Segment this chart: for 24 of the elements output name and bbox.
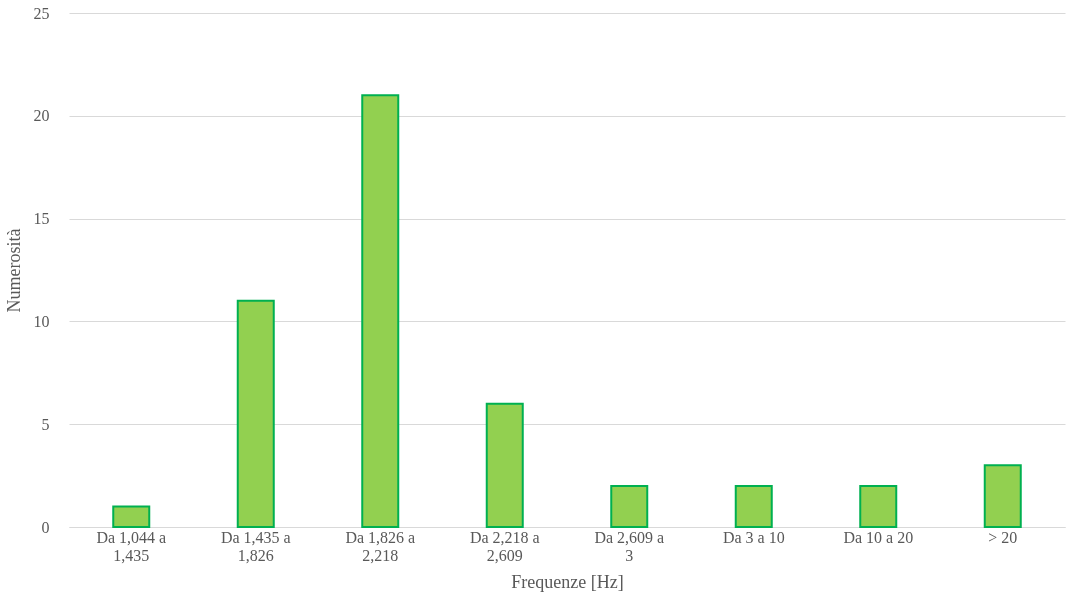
bar [859,484,898,528]
bar [485,402,524,528]
x-tick-label: Da 1,044 a 1,435 [96,528,167,564]
bar [112,505,151,528]
x-tick-label: Da 2,218 a 2,609 [469,528,540,564]
y-axis-title: Numerosità [3,228,24,313]
bar [734,484,773,528]
x-tick-label: Da 1,826 a 2,218 [345,528,416,564]
x-tick-label: Da 1,435 a 1,826 [220,528,291,564]
y-tick-label: 5 [41,415,50,433]
y-tick-label: 25 [33,4,50,22]
y-tick-label: 10 [33,312,50,330]
y-tick-label: 0 [41,518,50,536]
x-tick-label: Da 2,609 a 3 [594,528,665,564]
x-tick-label: Da 3 a 10 [722,528,785,546]
bar [983,464,1022,528]
bar [361,94,400,528]
y-tick-label: 15 [33,210,50,228]
x-axis-title: Frequenze [Hz] [511,571,624,592]
bar [610,484,649,528]
x-tick-label: > 20 [988,528,1018,546]
bar [236,299,275,528]
x-tick-label: Da 10 a 20 [843,528,914,546]
y-tick-label: 20 [33,107,50,125]
